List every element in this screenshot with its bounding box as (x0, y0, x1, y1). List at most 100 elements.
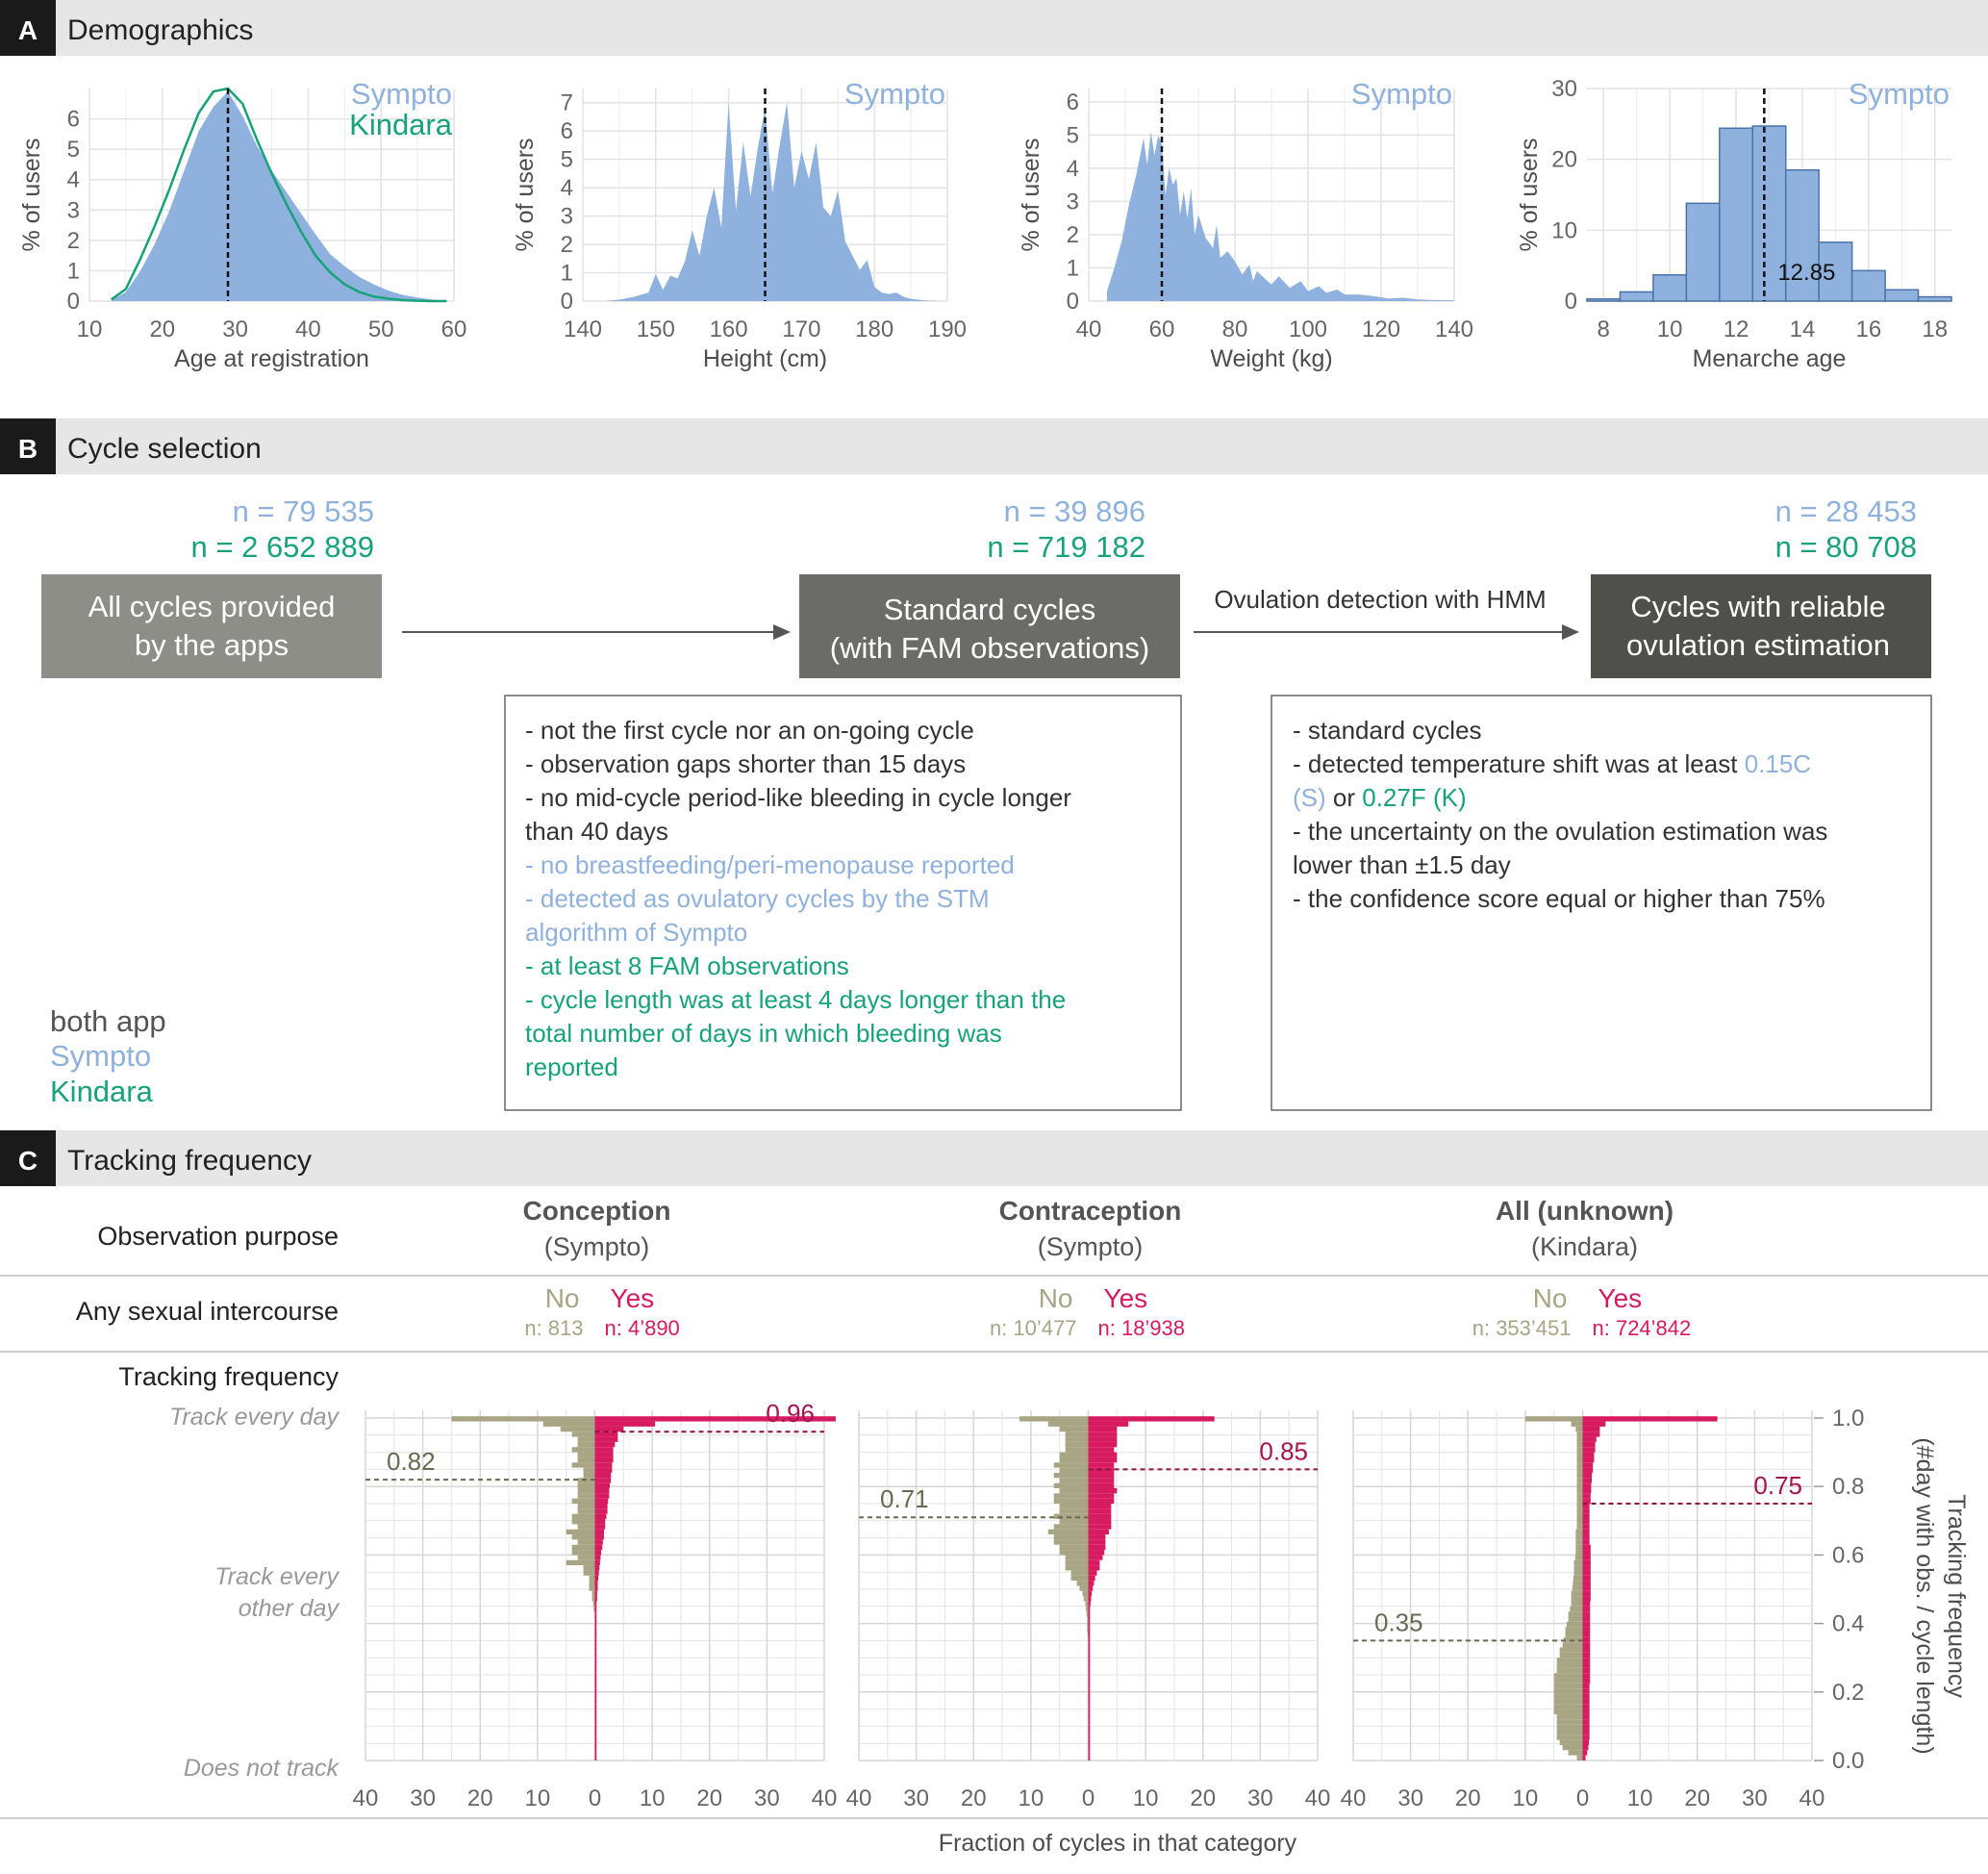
bar-no (1065, 1559, 1089, 1566)
median-label: 12.85 (1777, 260, 1835, 286)
bar-no (1556, 1735, 1583, 1740)
criteria-standard-item: - at least 8 FAM observations (525, 951, 849, 980)
bar-no (1556, 1667, 1583, 1674)
bar-no (1574, 1555, 1583, 1560)
bar-no (1087, 1627, 1089, 1633)
x-tick-label: 20 (1190, 1785, 1216, 1811)
section-b-badge (0, 418, 56, 474)
x-axis-label: Height (cm) (703, 345, 827, 372)
bar-yes (1582, 1467, 1594, 1473)
bar-no (560, 1426, 595, 1432)
median-no-label: 0.82 (387, 1447, 436, 1476)
bar-yes (594, 1529, 605, 1535)
legend-sympto: Sympto (1849, 77, 1950, 111)
y-tick-label: 5 (1067, 122, 1079, 148)
box-reliable-cycles (1591, 574, 1931, 678)
bar-yes (1088, 1452, 1118, 1457)
y-tick-label: 20 (1551, 147, 1577, 173)
bar-no (1053, 1462, 1089, 1468)
bar-yes (594, 1416, 836, 1422)
criteria-standard-item: total number of days in which bleeding w… (525, 1019, 1002, 1048)
bar-yes (1582, 1482, 1592, 1488)
section-a-title: Demographics (67, 14, 253, 46)
bar-no (1565, 1627, 1583, 1633)
n-yes: n: 4’890 (605, 1316, 680, 1340)
bar-yes (1582, 1632, 1591, 1637)
x-tick-label: 20 (467, 1785, 493, 1811)
bar-yes (1088, 1416, 1215, 1422)
n-no: n: 813 (524, 1316, 583, 1340)
box-reliable-line1: Cycles with reliable (1630, 590, 1885, 623)
bar-no (1076, 1581, 1089, 1586)
bar-no (1059, 1550, 1089, 1556)
bar-yes (1088, 1739, 1091, 1745)
x-tick-label: 120 (1362, 317, 1400, 342)
bar-no (1559, 1739, 1583, 1745)
menarche-bar (1652, 273, 1688, 302)
bar-no (1576, 1441, 1583, 1448)
x-tick-label: 20 (149, 317, 175, 342)
bar-yes (594, 1431, 618, 1437)
panel-subtitle: (Kindara) (1531, 1232, 1638, 1261)
y-tick-label: 5 (67, 137, 80, 163)
bar-yes (1582, 1606, 1591, 1612)
bar-yes (1582, 1570, 1591, 1576)
y-axis-label: % of users (1516, 138, 1543, 251)
bar-yes (1088, 1606, 1091, 1612)
x-tick-label: 30 (1742, 1785, 1768, 1811)
bar-yes (1582, 1713, 1590, 1720)
bar-yes (594, 1590, 597, 1597)
bar-no (583, 1472, 595, 1479)
criteria-reliable-4: - the uncertainty on the ovulation estim… (1293, 817, 1827, 846)
panel-title: Contraception (999, 1196, 1182, 1226)
bar-yes (1088, 1647, 1091, 1653)
bar-yes (594, 1719, 597, 1725)
yes-label: Yes (611, 1283, 655, 1313)
bar-no (1576, 1462, 1583, 1468)
bar-yes (1088, 1550, 1105, 1556)
bar-yes (1088, 1421, 1129, 1427)
bar-yes (1088, 1698, 1091, 1705)
bar-no (1053, 1493, 1089, 1499)
x-tick-label: 8 (1598, 317, 1610, 342)
criteria-standard-list: - not the first cycle nor an on-going cy… (525, 716, 1071, 1081)
bar-yes (594, 1673, 597, 1679)
bar-yes (594, 1482, 611, 1488)
bar-yes (594, 1539, 603, 1545)
section-c-badge (0, 1130, 56, 1186)
bar-no (1576, 1452, 1583, 1457)
x-axis-label: Weight (kg) (1210, 345, 1332, 372)
row-tracking-frequency: Tracking frequency (118, 1362, 339, 1391)
section-b-letter: B (18, 434, 38, 464)
bar-no (1524, 1416, 1583, 1422)
bar-yes (1088, 1431, 1118, 1437)
x-tick-label: 30 (410, 1785, 436, 1811)
bar-yes (1088, 1570, 1097, 1576)
y-tick-label: 6 (67, 107, 80, 133)
bar-yes (1088, 1755, 1091, 1760)
bar-no (1576, 1472, 1583, 1479)
bar-yes (1088, 1652, 1091, 1659)
legend-sympto: Sympto (50, 1039, 151, 1073)
x-tick-label: 0 (589, 1785, 601, 1811)
y-tick-label: 0.6 (1832, 1542, 1864, 1568)
bar-no (1576, 1498, 1583, 1504)
bar-yes (1582, 1698, 1590, 1705)
bar-no (1053, 1524, 1089, 1530)
menarche-histogram: 8 10 12 14 16 18 0 10 20 30 Menarche age % of users… (1516, 76, 1952, 372)
bar-yes (594, 1616, 597, 1622)
criteria-reliable-1: - standard cycles (1293, 716, 1482, 745)
y-tick-label: 4 (561, 175, 573, 201)
menarche-bar (1917, 295, 1952, 302)
bar-yes (1088, 1693, 1091, 1699)
bar-yes (1582, 1709, 1590, 1714)
x-tick-label: 0 (1082, 1785, 1095, 1811)
bar-no (1571, 1421, 1583, 1427)
bar-yes (1582, 1693, 1590, 1699)
bar-no (593, 1606, 595, 1612)
bar-yes (1088, 1590, 1093, 1597)
bar-yes (1582, 1647, 1591, 1653)
y-axis-label: % of users (512, 138, 539, 251)
bar-no (1059, 1467, 1089, 1473)
bar-no (1559, 1652, 1583, 1659)
